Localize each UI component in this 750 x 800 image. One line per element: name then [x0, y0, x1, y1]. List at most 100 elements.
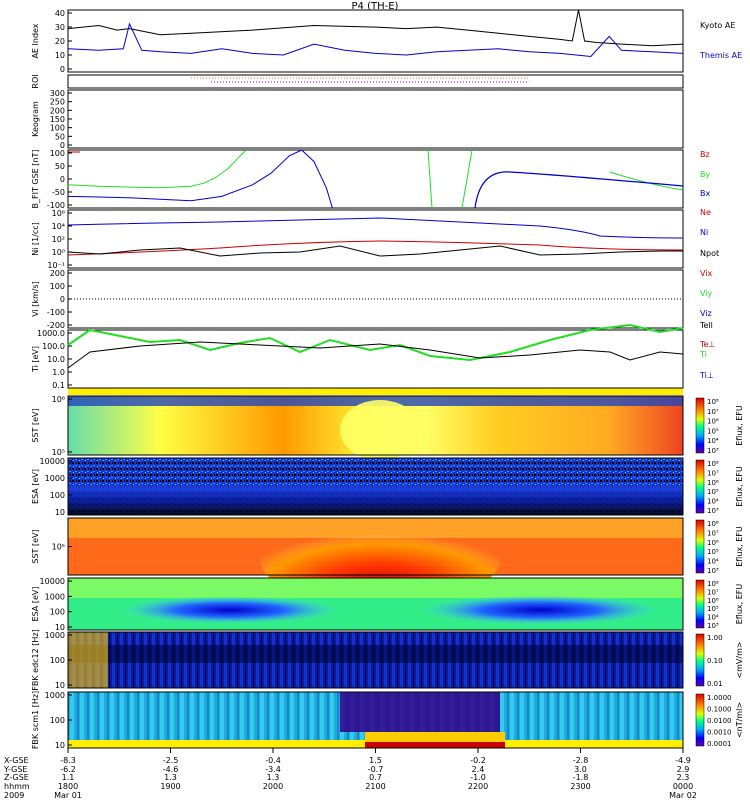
esa_e-cbar-tick: 10⁵ — [707, 488, 719, 496]
density-ytick: 10⁰ — [52, 248, 65, 257]
esa_e-cbar-tick: 10⁷ — [707, 469, 719, 477]
xaxis-tick-label: 2200 — [468, 782, 488, 791]
xaxis-row-label: Y-GSE — [3, 765, 27, 774]
temp-ytick: 0.1 — [52, 381, 65, 390]
xaxis-tick-label: 2000 — [263, 782, 283, 791]
fbk_b-colorbar — [695, 693, 705, 747]
keogram-ytick: 150 — [50, 115, 65, 124]
sst_e-ytick: 10⁶ — [52, 395, 65, 404]
density-ytick: 10² — [52, 235, 65, 244]
ae-ytick: 40 — [55, 9, 65, 18]
header-band — [68, 388, 683, 395]
esa_i-cbar-label: Eflux, EFU — [735, 584, 744, 625]
keogram-ylabel: Keogram — [31, 101, 40, 137]
bfield-legend-item: Bz — [700, 150, 710, 159]
xaxis-tick-label: -4.6 — [163, 765, 179, 774]
bfield-series-line — [67, 149, 247, 189]
ae-ytick: 30 — [55, 23, 65, 32]
temp-ti-trace — [67, 323, 684, 362]
temp-ytick: 1000.0 — [37, 329, 65, 338]
temp-frame — [67, 329, 684, 389]
fbk-e-dark-band — [68, 645, 683, 663]
esa_e-cbar-label: Eflux, EFU — [735, 466, 744, 507]
bfield-ytick: 0 — [60, 175, 65, 184]
sst-i-top — [68, 518, 683, 538]
esa_e-ytick: 10 — [55, 508, 65, 517]
density-ni-trace — [67, 217, 684, 239]
xaxis-tick-label: 0.7 — [369, 773, 382, 782]
fbk_e-cbar-label: <mV/m> — [735, 641, 744, 678]
bfield-bx-segment — [474, 171, 684, 209]
fbk_e-ylabel: FBK edc12 [Hz] — [31, 629, 40, 690]
esa-i-top — [68, 578, 683, 598]
xaxis-tick-label: 2300 — [570, 782, 590, 791]
xaxis-tick-label: -4.9 — [675, 756, 691, 765]
xaxis-tick-label: Mar 02 — [669, 791, 697, 800]
ae-ylabel: AE Index — [31, 23, 40, 58]
density-legend-item: Ni — [700, 228, 708, 237]
fbk_e-cbar-tick: 0.10 — [707, 657, 723, 665]
keogram-ytick: 300 — [50, 89, 65, 98]
sst_e-cbar-tick: 10⁶ — [707, 418, 719, 426]
bfield-ytick: 100 — [50, 149, 65, 158]
esa_e-cbar-tick: 10⁴ — [707, 498, 719, 506]
xaxis-tick-label: 1800 — [58, 782, 78, 791]
velocity-ytick: 0 — [60, 295, 65, 304]
xaxis-tick-label: -0.7 — [368, 765, 384, 774]
bfield-by-segments — [427, 149, 684, 209]
esa_e-ytick: 10000 — [40, 457, 65, 466]
xaxis-tick-label: Mar 01 — [54, 791, 82, 800]
xaxis-tick-label: -1.8 — [573, 773, 589, 782]
temp-legend-item: Ti — [699, 350, 707, 359]
sst_i-ylabel: SST [eV] — [31, 529, 40, 563]
fbk_b-cbar-tick: 0.0100 — [707, 717, 732, 725]
sst_e-cbar-tick: 10⁵ — [707, 427, 719, 435]
xaxis-tick-label: -0.4 — [265, 756, 281, 765]
density-legend-item: Npot — [700, 249, 719, 258]
temp-ylabel: Ti [eV] — [31, 346, 40, 373]
esa_e-ylabel: ESA [eV] — [31, 469, 40, 504]
esa_e-cbar-tick: 10⁶ — [707, 479, 719, 487]
fbk_b-ytick: 1000 — [45, 691, 65, 700]
density-ytick: 10⁶ — [52, 209, 65, 218]
keogram-ytick: 100 — [50, 124, 65, 133]
sst_i-cbar-tick: 10⁴ — [707, 558, 719, 566]
esa_i-frame — [67, 577, 684, 631]
velocity-ytick: -100 — [47, 308, 65, 317]
temp-tell-trace — [67, 341, 684, 369]
fbk_b-ytick: 10 — [55, 741, 65, 750]
ae-ytick: 0 — [60, 65, 65, 74]
sst_e-cbar-tick: 10⁷ — [707, 408, 719, 416]
esa_i-ytick: 1000 — [45, 592, 65, 601]
xaxis-row-label: Z-GSE — [4, 773, 29, 782]
sst_i-cbar-tick: 10⁶ — [707, 539, 719, 547]
bfield-ylabel: B_FIT GSE [nT] — [31, 150, 40, 209]
bfield-series-line — [67, 149, 333, 209]
xaxis-tick-label: 1900 — [160, 782, 180, 791]
sst_e-cbar-tick: 10⁸ — [707, 398, 719, 406]
fbk-e-left-yellow — [68, 632, 108, 688]
esa_e-cbar-tick: 10³ — [707, 507, 719, 515]
fbk_b-cbar-tick: 0.0010 — [707, 729, 732, 737]
ae-series-line — [67, 22, 684, 58]
fbk_e-cbar-tick: 1.00 — [707, 634, 723, 642]
plot-title: P4 (TH-E) — [352, 1, 399, 12]
xaxis-tick-label: 2.3 — [677, 773, 690, 782]
esa-i-blue-left — [120, 596, 340, 624]
density-legend-item: Ne — [700, 208, 711, 217]
fbk_e-ytick: 1000 — [45, 631, 65, 640]
sst_i-colorbar — [695, 519, 705, 574]
xaxis-tick-label: 2100 — [365, 782, 385, 791]
xaxis-tick-label: -3.4 — [265, 765, 281, 774]
esa_e-ytick: 1000 — [45, 474, 65, 483]
esa_i-cbar-tick: 10⁶ — [707, 597, 719, 605]
esa_e-colorbar — [695, 459, 705, 514]
bfield-legend-item: By — [700, 170, 710, 179]
xaxis-row-label: 2009 — [4, 791, 24, 800]
xaxis-tick-label: 2.4 — [472, 765, 485, 774]
xaxis-tick-label: -6.2 — [60, 765, 76, 774]
esa_e-cbar-tick: 10⁸ — [707, 460, 719, 468]
velocity-legend-item: Viz — [700, 309, 712, 318]
density-frame — [67, 209, 684, 269]
